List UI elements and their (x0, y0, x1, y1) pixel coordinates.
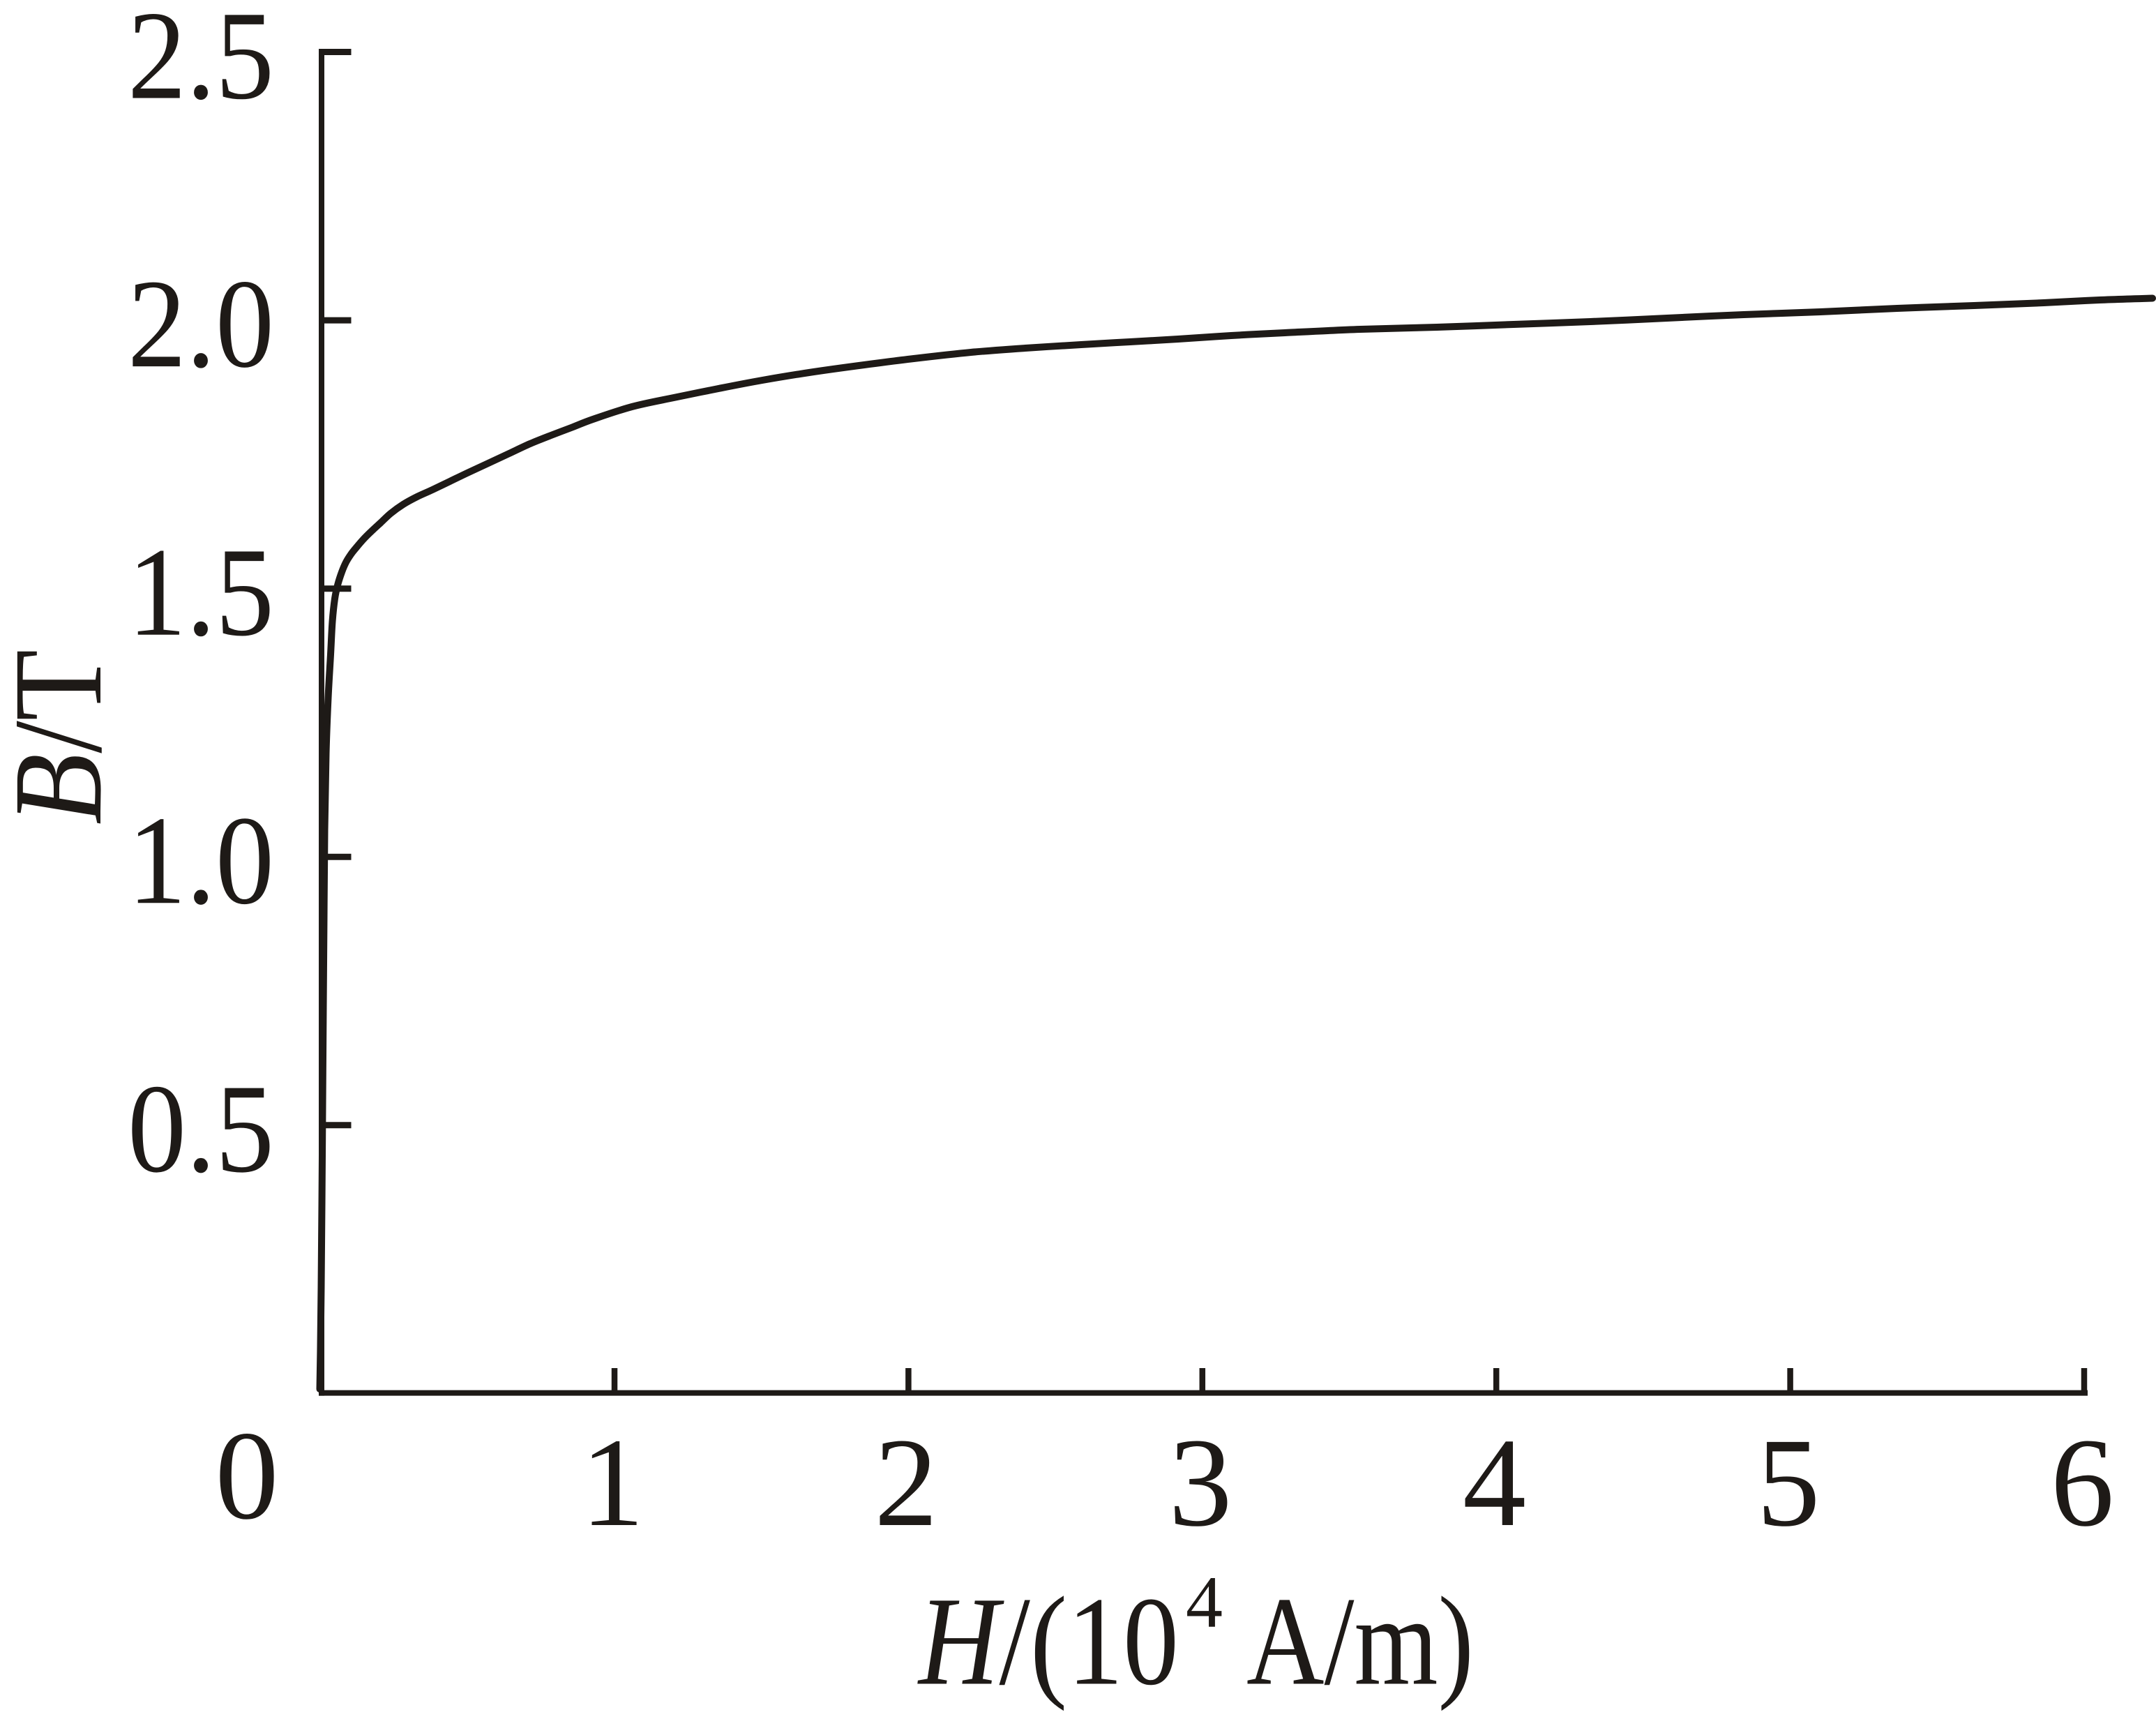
svg-text:4: 4 (1186, 1561, 1223, 1643)
svg-text:2.5: 2.5 (128, 0, 274, 126)
svg-text:1.0: 1.0 (128, 790, 274, 931)
svg-text:6: 6 (2051, 1413, 2114, 1553)
svg-text:3: 3 (1169, 1413, 1232, 1553)
svg-text:5: 5 (1757, 1413, 1820, 1553)
svg-text:0.5: 0.5 (128, 1059, 274, 1199)
svg-text:2.0: 2.0 (128, 254, 274, 394)
svg-text:B/T: B/T (0, 650, 128, 825)
svg-text:H/(10: H/(10 (917, 1572, 1179, 1712)
svg-text:1.5: 1.5 (128, 523, 274, 663)
svg-text:2: 2 (875, 1413, 938, 1553)
svg-text:1: 1 (581, 1413, 644, 1553)
svg-text:4: 4 (1463, 1413, 1526, 1553)
svg-text:0: 0 (216, 1406, 279, 1546)
svg-text:A/m): A/m) (1246, 1572, 1474, 1712)
